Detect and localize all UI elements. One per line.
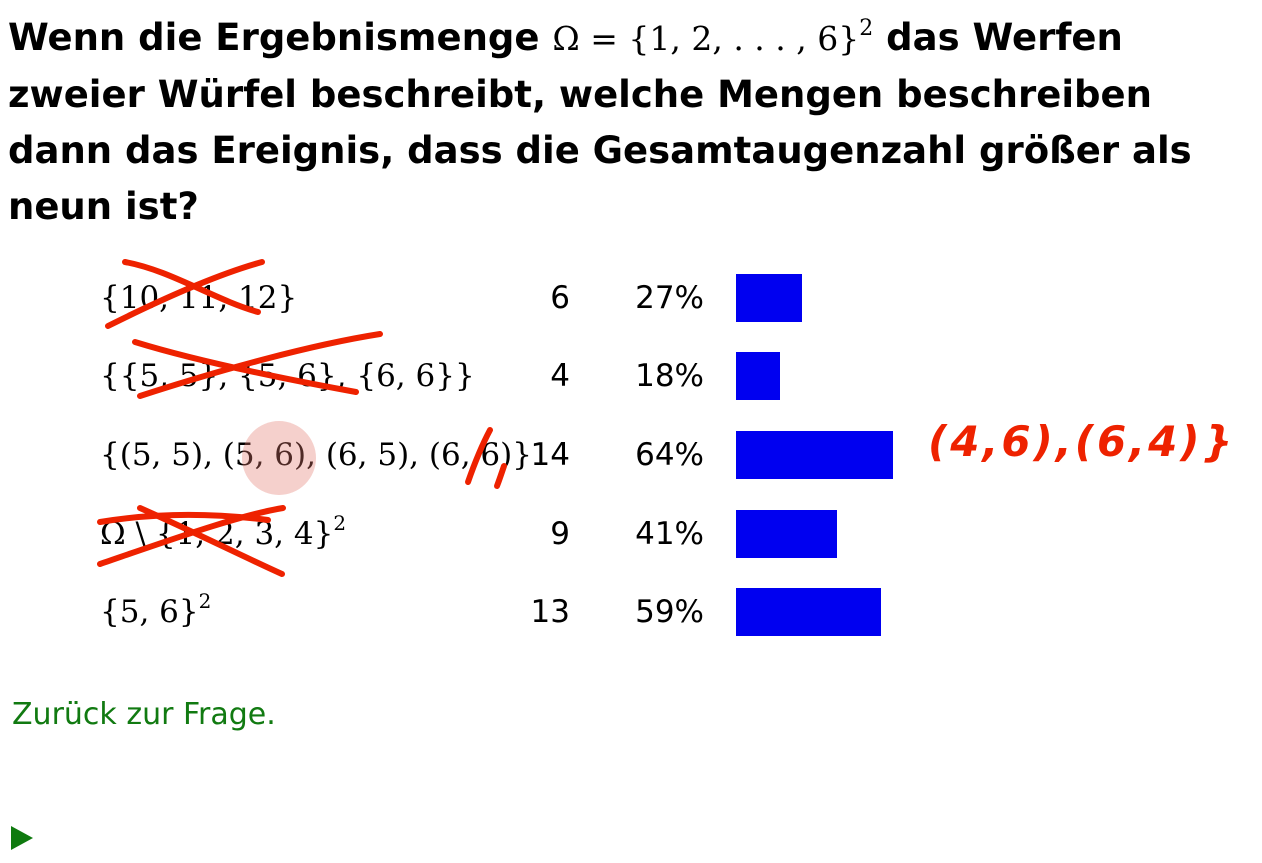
answer-option: {(5, 5), (5, 6), (6, 5), (6, 6)}	[100, 437, 532, 473]
vote-bar	[736, 510, 837, 558]
cross-out-stroke	[105, 259, 265, 329]
vote-count: 4	[550, 358, 570, 394]
vote-percent: 59%	[635, 594, 704, 630]
result-row: {5, 6}2 13 59%	[0, 582, 1262, 642]
cross-out-stroke	[97, 505, 286, 567]
vote-count: 6	[550, 280, 570, 316]
vote-count: 14	[530, 437, 570, 473]
cross-out-stroke	[465, 427, 493, 485]
vote-bar	[736, 431, 893, 479]
vote-count: 13	[530, 594, 570, 630]
play-triangle-icon[interactable]	[11, 826, 33, 850]
question-text: Wenn die Ergebnismenge Ω = {1, 2, . . . …	[8, 10, 1258, 235]
vote-count: 9	[550, 516, 570, 552]
handwritten-note: (4,6),(6,4)}	[928, 417, 1236, 466]
vote-percent: 41%	[635, 516, 704, 552]
sample-space-formula: Ω = {1, 2, . . . , 6}2	[552, 16, 874, 59]
question-intro: Wenn die Ergebnismenge	[8, 16, 540, 59]
vote-bar	[736, 588, 881, 636]
vote-percent: 18%	[635, 358, 704, 394]
vote-bar	[736, 274, 802, 322]
cross-out-stroke	[494, 463, 507, 489]
result-row: {10, 11, 12} 6 27%	[0, 268, 1262, 328]
back-to-question-link[interactable]: Zurück zur Frage.	[12, 697, 276, 732]
vote-bar	[736, 352, 780, 400]
cross-out-stroke	[137, 505, 285, 577]
question-rest: das Werfen zweier Würfel beschreibt, wel…	[8, 16, 1192, 228]
result-row: {{5, 5}, {5, 6}, {6, 6}} 4 18%	[0, 346, 1262, 406]
cross-out-stroke	[132, 339, 359, 395]
cross-out-stroke	[137, 331, 383, 399]
vote-percent: 27%	[635, 280, 704, 316]
vote-percent: 64%	[635, 437, 704, 473]
answer-option: {5, 6}2	[100, 589, 212, 630]
result-row: {(5, 5), (5, 6), (6, 5), (6, 6)} 14 64%	[0, 425, 1262, 485]
pointer-highlight	[242, 421, 316, 495]
